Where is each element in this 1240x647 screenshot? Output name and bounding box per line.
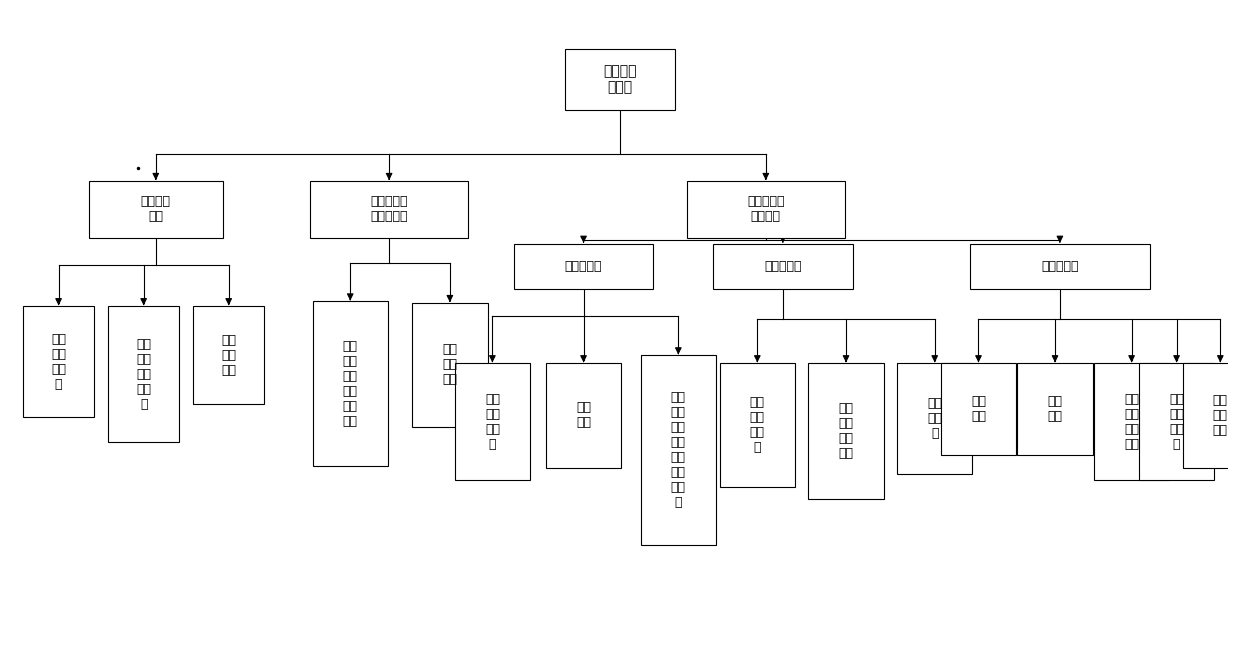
- Text: 触点
烧蚀
、氧
化: 触点 烧蚀 、氧 化: [750, 396, 765, 454]
- FancyBboxPatch shape: [719, 363, 795, 487]
- FancyBboxPatch shape: [941, 363, 1016, 455]
- FancyBboxPatch shape: [897, 363, 972, 474]
- Text: 滑油压差
误报警: 滑油压差 误报警: [603, 64, 637, 94]
- Text: 插座
渗油: 插座 渗油: [577, 401, 591, 430]
- Text: 液态多余物: 液态多余物: [564, 260, 603, 273]
- Text: 发动
机电
缆绝
缘失
效: 发动 机电 缆绝 缘失 效: [136, 338, 151, 411]
- FancyBboxPatch shape: [1017, 363, 1092, 455]
- Text: 国产
滑油
和国
外滑
油有
差异: 国产 滑油 和国 外滑 油有 差异: [342, 340, 357, 428]
- Text: 信号器失效: 信号器失效: [1042, 260, 1079, 273]
- FancyBboxPatch shape: [565, 49, 675, 109]
- FancyBboxPatch shape: [312, 302, 388, 466]
- Text: 飞机
机动
飞行: 飞机 机动 飞行: [443, 343, 458, 386]
- FancyBboxPatch shape: [808, 363, 884, 499]
- Text: 受感
器组
合与
安装
座结
合面
处渗
油: 受感 器组 合与 安装 座结 合面 处渗 油: [671, 391, 686, 509]
- Text: 支架
连弹
簧片
失效: 支架 连弹 簧片 失效: [1125, 393, 1140, 451]
- Text: 膜盒
失效: 膜盒 失效: [971, 395, 986, 423]
- FancyBboxPatch shape: [641, 355, 715, 545]
- FancyBboxPatch shape: [970, 244, 1149, 289]
- FancyBboxPatch shape: [89, 181, 223, 238]
- FancyBboxPatch shape: [108, 306, 179, 443]
- FancyBboxPatch shape: [513, 244, 653, 289]
- Text: 节流
孔堵
塞: 节流 孔堵 塞: [928, 397, 942, 440]
- FancyBboxPatch shape: [687, 181, 844, 238]
- FancyBboxPatch shape: [310, 181, 467, 238]
- Text: 飞机
电路
故障: 飞机 电路 故障: [221, 334, 236, 377]
- Text: 报警系统工
作裕度降低: 报警系统工 作裕度降低: [371, 195, 408, 223]
- Text: 触点
间固
态多
余物: 触点 间固 态多 余物: [838, 402, 853, 460]
- Text: 铆钉
松动: 铆钉 松动: [1048, 395, 1063, 423]
- FancyBboxPatch shape: [713, 244, 853, 289]
- Text: 固态多余物: 固态多余物: [764, 260, 801, 273]
- FancyBboxPatch shape: [455, 363, 529, 481]
- FancyBboxPatch shape: [1138, 363, 1214, 481]
- Text: 发动
机电
缆短
路: 发动 机电 缆短 路: [51, 333, 66, 391]
- Text: 弹簧
片发
生畸
变: 弹簧 片发 生畸 变: [1169, 393, 1184, 451]
- Text: 电气线路
故障: 电气线路 故障: [141, 195, 171, 223]
- FancyBboxPatch shape: [193, 306, 264, 404]
- Text: 电连
接器
失效: 电连 接器 失效: [1213, 394, 1228, 437]
- Text: 受感
器组
合渗
油: 受感 器组 合渗 油: [485, 393, 500, 451]
- FancyBboxPatch shape: [412, 303, 487, 426]
- FancyBboxPatch shape: [546, 363, 621, 468]
- FancyBboxPatch shape: [24, 306, 94, 417]
- FancyBboxPatch shape: [1094, 363, 1169, 481]
- Text: 滑油压差信
号器故障: 滑油压差信 号器故障: [746, 195, 785, 223]
- FancyBboxPatch shape: [1183, 363, 1240, 468]
